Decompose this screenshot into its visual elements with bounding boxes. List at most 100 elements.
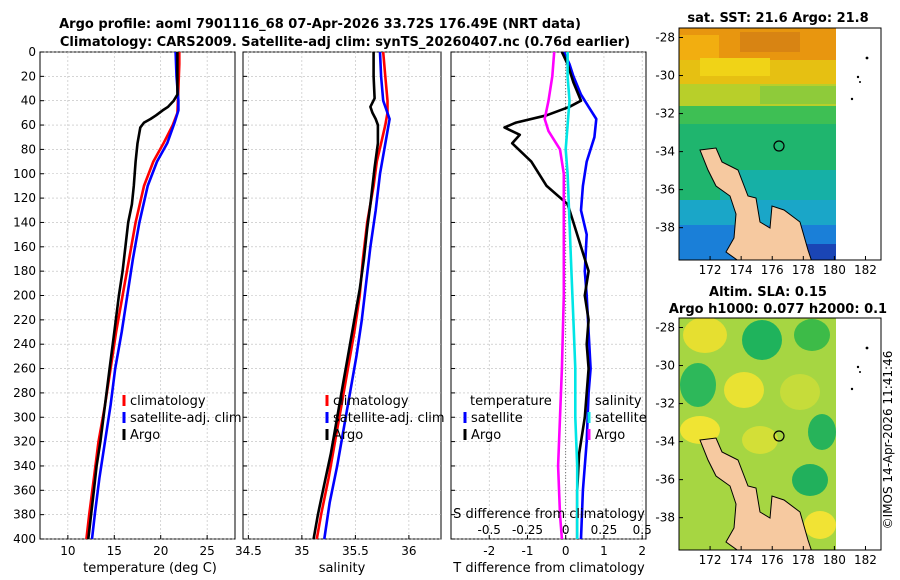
sst-lat-label: -32	[655, 107, 675, 121]
temperature-xlabel: temperature (deg C)	[83, 561, 217, 576]
depth-tick-label: 240	[13, 337, 36, 351]
temperature-legend: climatology satellite-adj. clim Argo	[122, 394, 242, 443]
sst-lat-label: -38	[655, 221, 675, 235]
depth-tick-label: 320	[13, 435, 36, 449]
sla-field	[679, 318, 836, 550]
depth-tick-label: 120	[13, 191, 36, 205]
sla-lon-label: 176	[761, 553, 784, 567]
sla-map-title-1: Altim. SLA: 0.15	[709, 285, 827, 300]
legend-label: Argo	[595, 428, 625, 443]
depth-tick-label: 260	[13, 362, 36, 376]
difference-series-salinity-satellite	[564, 52, 579, 539]
sst-field	[679, 28, 836, 260]
depth-tick-label: 180	[13, 264, 36, 278]
depth-tick-label: 80	[21, 142, 36, 156]
title-line-2: Climatology: CARS2009. Satellite-adj cli…	[60, 35, 630, 50]
depth-tick-label: 300	[13, 410, 36, 424]
legend-label: climatology	[130, 394, 206, 409]
sla-map-panel: Altim. SLA: 0.15 Argo h1000: 0.077 h2000…	[655, 285, 887, 567]
difference-x-tick-label: -1	[521, 544, 533, 558]
sla-map-title-2: Argo h1000: 0.077 h2000: 0.1	[669, 302, 887, 317]
difference-panel: -2 -1 0 1 2 -0.5 -0.25 0 0.25 0.5 T difference fr…	[450, 51, 652, 576]
difference-x-tick-label: 1	[600, 544, 608, 558]
salinity-xlabel: salinity	[319, 561, 366, 576]
salinity-diff-tick-label: -0.25	[512, 523, 543, 537]
depth-tick-label: 160	[13, 240, 36, 254]
depth-tick-label: 220	[13, 313, 36, 327]
sst-lon-label: 176	[761, 263, 784, 277]
salinity-diff-tick-label: 0.5	[633, 523, 652, 537]
sla-lat-label: -30	[655, 359, 675, 373]
salinity-x-tick-label: 34.5	[235, 544, 262, 558]
temperature-x-tick-label: 15	[107, 544, 122, 558]
legend-label: satellite	[471, 411, 523, 426]
depth-tick-label: 20	[21, 69, 36, 83]
legend-title-salinity: salinity	[595, 394, 642, 409]
salinity-panel: 34.5 35 35.5 36 salinity climatology satelli…	[235, 51, 445, 576]
sla-lon-label: 172	[699, 553, 722, 567]
salinity-diff-tick-label: 0.25	[591, 523, 618, 537]
legend-label: Argo	[130, 428, 160, 443]
difference-top-label: S difference from climatology	[453, 507, 645, 522]
legend-label: satellite-adj. clim	[130, 411, 242, 426]
legend-title-temperature: temperature	[470, 394, 552, 409]
salinity-series-argo	[312, 52, 380, 540]
difference-x-tick-label: 2	[638, 544, 646, 558]
sla-lon-label: 180	[823, 553, 846, 567]
sst-lat-label: -28	[655, 31, 675, 45]
temperature-x-tick-label: 20	[153, 544, 168, 558]
temperature-x-tick-label: 25	[200, 544, 215, 558]
sla-lon-label: 178	[792, 553, 815, 567]
sst-lon-label: 174	[730, 263, 753, 277]
sla-lon-label: 174	[730, 553, 753, 567]
sst-map-panel: sat. SST: 21.6 Argo: 21.8 172 174 176 178 18…	[655, 11, 882, 277]
temperature-panel: 0 20 40 60 80 100 120 140 160 180 200 220 240 260 280 3…	[13, 45, 242, 576]
sla-lat-label: -28	[655, 321, 675, 335]
salinity-diff-tick-label: -0.5	[478, 523, 501, 537]
depth-tick-label: 140	[13, 215, 36, 229]
difference-x-tick-label: -2	[483, 544, 495, 558]
difference-xlabel: T difference from climatology	[452, 561, 645, 576]
depth-tick-label: 0	[28, 45, 36, 59]
credit-text: ©IMOS 14-Apr-2026 11:41:46	[881, 351, 895, 530]
depth-tick-label: 200	[13, 289, 36, 303]
sst-map-title: sat. SST: 21.6 Argo: 21.8	[687, 11, 868, 26]
depth-tick-label: 380	[13, 508, 36, 522]
legend-label: satellite-adj. clim	[333, 411, 445, 426]
sst-islands	[850, 56, 869, 101]
legend-label: Argo	[471, 428, 501, 443]
sla-lon-label: 182	[854, 553, 877, 567]
legend-label: climatology	[333, 394, 409, 409]
salinity-diff-tick-label: 0	[562, 523, 570, 537]
sst-lat-label: -30	[655, 69, 675, 83]
title-line-1: Argo profile: aoml 7901116_68 07-Apr-202…	[59, 17, 581, 32]
sla-lat-label: -34	[655, 435, 675, 449]
salinity-x-tick-label: 35.5	[342, 544, 369, 558]
salinity-legend: climatology satellite-adj. clim Argo	[325, 394, 445, 443]
sla-lat-label: -32	[655, 397, 675, 411]
sst-lon-label: 182	[854, 263, 877, 277]
sst-lat-label: -36	[655, 183, 675, 197]
depth-tick-label: 280	[13, 386, 36, 400]
salinity-x-tick-label: 36	[401, 544, 416, 558]
depth-tick-label: 400	[13, 532, 36, 546]
sst-lat-label: -34	[655, 145, 675, 159]
sst-lon-label: 180	[823, 263, 846, 277]
salinity-x-tick-label: 35	[294, 544, 309, 558]
sla-lat-label: -36	[655, 473, 675, 487]
sst-lon-label: 178	[792, 263, 815, 277]
difference-x-tick-label: 0	[562, 544, 570, 558]
temperature-series-satellite-adj-clim	[90, 51, 180, 540]
difference-series-salinity-argo	[543, 51, 566, 540]
legend-label: satellite	[595, 411, 647, 426]
sla-lat-label: -38	[655, 511, 675, 525]
sst-lon-label: 172	[699, 263, 722, 277]
temperature-x-tick-label: 10	[60, 544, 75, 558]
depth-tick-label: 40	[21, 94, 36, 108]
temperature-series-argo	[87, 52, 179, 540]
sla-map-frame	[678, 317, 882, 551]
legend-label: Argo	[333, 428, 363, 443]
depth-tick-label: 360	[13, 483, 36, 497]
sst-map-frame	[678, 27, 882, 261]
